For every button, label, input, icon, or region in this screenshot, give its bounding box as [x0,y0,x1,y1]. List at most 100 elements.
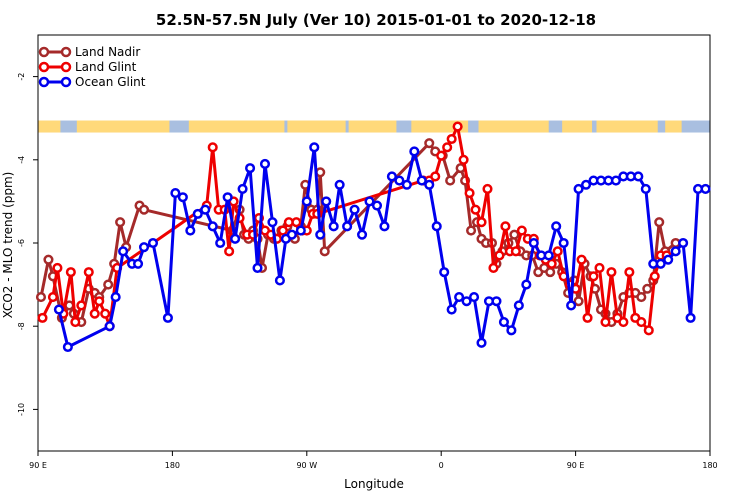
data-point [319,246,330,257]
series-layer [35,121,711,353]
data-point [678,237,689,249]
plot-frame [37,34,711,452]
data-point [633,171,644,182]
data-point [386,171,397,182]
data-point [636,292,647,303]
data-point [222,192,233,203]
x-tick-label: 0 [439,461,444,470]
data-point [200,204,211,215]
data-point [439,267,450,278]
data-point [558,237,569,249]
data-point [259,158,271,170]
data-point [309,142,320,153]
data-point [53,304,64,315]
data-point [685,312,696,323]
data-point [65,267,76,278]
data-point [482,183,493,194]
series-line [41,125,667,332]
data-point [267,217,278,228]
data-point [147,237,159,249]
data-point [94,296,105,307]
data-point [624,267,635,278]
legend-label: Land Glint [75,60,137,74]
data-point [581,179,592,190]
y-tick-label: -10 [17,403,26,416]
data-point [640,183,651,194]
land-segment [665,120,682,133]
data-point [476,217,487,228]
land-segment [411,120,469,133]
data-point [454,292,465,303]
legend-label: Land Nadir [75,45,140,59]
data-point [328,221,339,232]
data-point [185,225,196,236]
legend-marker [38,76,50,88]
data-point [431,221,442,232]
data-point [89,308,100,319]
data-point [509,229,520,240]
data-point [207,221,218,232]
data-point [192,208,203,219]
data-point [543,250,554,261]
data-point [655,258,666,269]
data-point [274,275,285,286]
data-point [371,200,383,211]
data-point [237,183,248,194]
data-point [104,321,115,332]
series-ocean-glint [53,142,711,353]
data-point [552,246,563,257]
data-point [115,217,126,228]
data-point [230,233,241,244]
land-segment [287,120,346,133]
y-tick-label: -4 [17,156,26,164]
land-segment [188,120,285,133]
data-point [47,292,58,303]
data-point [118,246,129,257]
data-point [670,246,681,257]
x-axis: 90 E 180 90 W 0 90 E 180 [29,451,718,470]
data-point [466,225,477,236]
data-point [491,296,502,307]
legend-marker [60,76,72,88]
data-point [636,316,647,328]
data-point [162,312,173,323]
land-mask-band [38,120,710,133]
data-point [545,267,556,278]
data-point [301,196,312,207]
data-point [573,183,584,194]
data-point [245,163,256,174]
y-tick-label: -6 [17,239,26,247]
data-point [436,150,447,161]
data-point [642,283,653,294]
data-point [70,316,81,328]
data-point [588,271,599,282]
data-point [600,316,611,328]
data-point [498,316,509,328]
data-point [445,175,456,186]
y-axis: -2 -4 -6 -8 -10 [17,73,38,416]
data-point [469,292,480,303]
land-segment [348,120,397,133]
data-point [528,237,539,249]
data-point [452,121,463,132]
land-segment [596,120,658,133]
data-point [416,175,427,186]
data-point [170,188,181,199]
data-point [573,296,584,307]
data-point [424,179,435,190]
x-tick-label: 90 E [567,461,585,470]
data-point [76,300,87,311]
data-point [110,292,121,303]
data-point [649,271,660,282]
data-point [43,254,54,265]
data-point [461,296,472,307]
data-point [446,304,457,315]
data-point [566,300,577,311]
data-point [83,267,94,278]
data-point [606,267,617,278]
data-point [177,192,188,203]
data-point [207,142,218,153]
data-point [277,225,288,236]
